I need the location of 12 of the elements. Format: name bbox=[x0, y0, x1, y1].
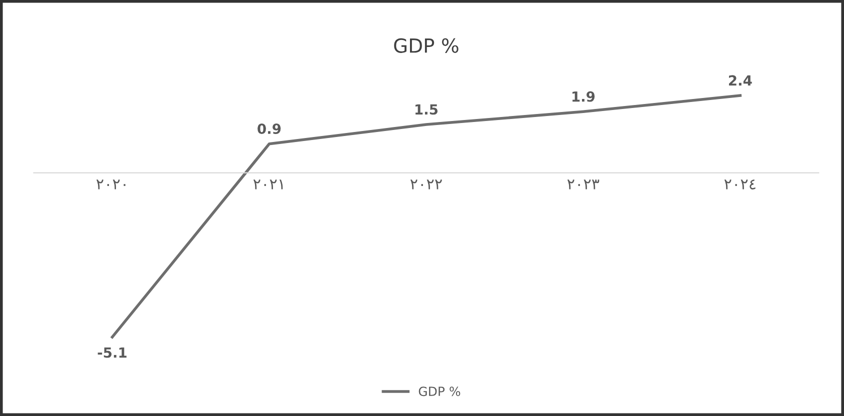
chart-title: GDP % bbox=[394, 38, 458, 53]
x-tick-label: ٢٠٢٢ bbox=[410, 180, 442, 190]
data-label: -5.1 bbox=[98, 347, 126, 358]
x-tick-label: ٢٠٢٤ bbox=[724, 180, 756, 190]
data-label: 1.5 bbox=[415, 104, 438, 115]
x-tick-label: ٢٠٢١ bbox=[253, 180, 283, 190]
data-label: 2.4 bbox=[728, 75, 752, 86]
x-tick-label: ٢٠٢٣ bbox=[567, 180, 600, 190]
data-label: 0.9 bbox=[258, 123, 281, 134]
data-label: 1.9 bbox=[572, 91, 595, 102]
x-tick-label: ٢٠٢٠ bbox=[96, 180, 126, 190]
legend-label: GDP % bbox=[418, 386, 460, 396]
